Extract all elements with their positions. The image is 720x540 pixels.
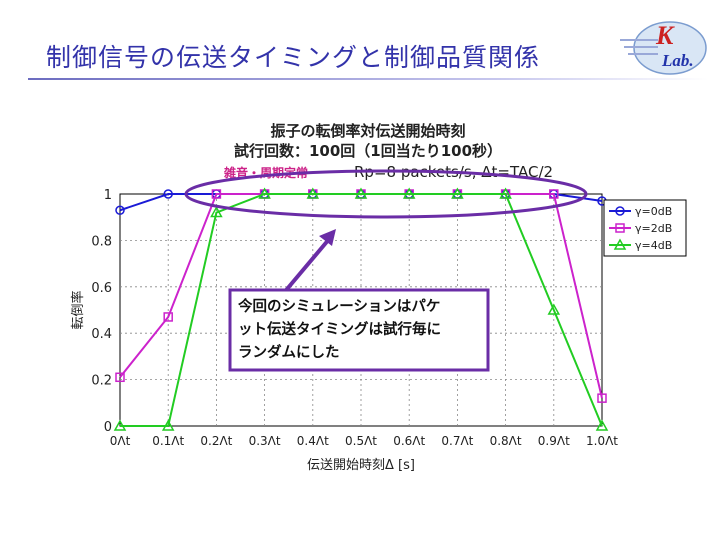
- x-tick-label: 0.1Λt: [152, 434, 184, 448]
- logo-letters-lab: Lab.: [661, 51, 694, 70]
- data-point: [306, 187, 320, 199]
- x-tick-label: 0.5Λt: [345, 434, 377, 448]
- chart-title-line-2: 試行回数：100回（1回当たり100秒）: [234, 142, 502, 160]
- x-axis-ticks: 0Λt 0.1Λt 0.2Λt 0.3Λt 0.4Λt 0.5Λt 0.6Λt 0.7Λt 0.…: [110, 434, 619, 448]
- data-point: [163, 189, 173, 199]
- callout-line-3: ランダムにした: [238, 343, 340, 361]
- legend-marker: [615, 206, 625, 216]
- x-tick-label: 0.8Λt: [490, 434, 522, 448]
- x-tick-label: 0.4Λt: [297, 434, 329, 448]
- legend: γ=0dB γ=2dB γ=4dB: [603, 199, 687, 257]
- callout-line-2: ット伝送タイミングは試行毎に: [238, 320, 441, 338]
- x-tick-label: 1.0Λt: [586, 434, 618, 448]
- y-tick-label: 0.8: [91, 234, 112, 249]
- y-axis-ticks: 0 0.2 0.4 0.6 0.8 1: [91, 188, 112, 435]
- y-tick-label: 0: [104, 420, 112, 435]
- highlight-ellipse: [184, 169, 588, 219]
- legend-marker: [615, 223, 625, 233]
- x-tick-label: 0.7Λt: [441, 434, 473, 448]
- legend-entry: γ=0dB: [635, 205, 672, 218]
- lab-logo: K Lab.: [620, 21, 707, 75]
- data-point: [113, 419, 127, 431]
- data-point: [547, 303, 561, 315]
- data-point: [211, 189, 222, 199]
- callout-box: [228, 288, 490, 372]
- chart-title-line-1: 振子の転倒率対伝送開始時刻: [270, 122, 465, 140]
- data-point: [499, 187, 512, 199]
- data-point: [210, 206, 223, 218]
- y-tick-label: 0.2: [91, 374, 112, 389]
- data-point: [595, 419, 609, 431]
- callout-line-1: 今回のシミュレーションはパケ: [237, 297, 440, 315]
- callout-arrow-head: [319, 229, 336, 246]
- x-tick-label: 0.6Λt: [393, 434, 425, 448]
- callout-text: 今回のシミュレーションはパケ ット伝送タイミングは試行毎に ランダムにした: [237, 297, 441, 361]
- x-axis-label: 伝送開始時刻Δ [s]: [307, 458, 415, 473]
- legend-entry: γ=4dB: [635, 239, 672, 252]
- callout-arrow-line: [280, 236, 332, 297]
- legend-marker: [613, 238, 627, 250]
- data-point: [597, 393, 607, 403]
- data-point: [258, 187, 271, 199]
- noise-label: 雑音・周期定常: [223, 165, 308, 180]
- x-tick-label: 0.9Λt: [538, 434, 570, 448]
- y-tick-label: 0.4: [91, 327, 112, 342]
- slide-title: 制御信号の伝送タイミングと制御品質関係: [46, 43, 541, 72]
- data-point: [451, 187, 464, 199]
- data-point: [163, 312, 173, 322]
- chart-title: 振子の転倒率対伝送開始時刻 試行回数：100回（1回当たり100秒）: [234, 122, 502, 160]
- series-group: [113, 187, 609, 431]
- y-tick-label: 1: [104, 188, 112, 203]
- data-point: [402, 187, 416, 199]
- y-tick-label: 0.6: [91, 281, 112, 296]
- y-axis-label: 転倒率: [70, 290, 86, 329]
- data-point: [549, 189, 559, 199]
- x-tick-label: 0Λt: [110, 434, 131, 448]
- x-tick-label: 0.3Λt: [249, 434, 281, 448]
- data-point: [161, 419, 175, 431]
- x-tick-label: 0.2Λt: [200, 434, 232, 448]
- data-point: [354, 187, 368, 199]
- legend-entry: γ=2dB: [635, 222, 672, 235]
- series-line-3: [120, 193, 603, 427]
- data-point: [115, 205, 125, 215]
- logo-letter-k: K: [655, 21, 675, 50]
- title-divider: [28, 78, 708, 80]
- data-point: [115, 372, 125, 383]
- series-3: [113, 187, 609, 431]
